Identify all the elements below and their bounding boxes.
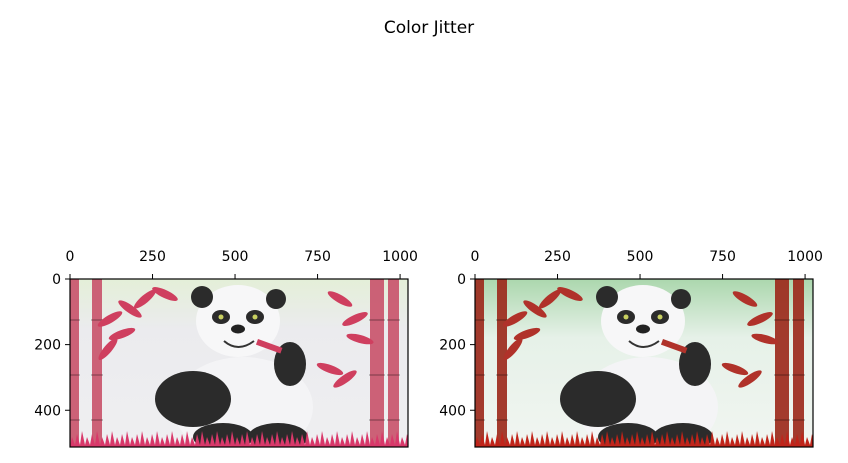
x-tick-label: 250 xyxy=(544,249,571,265)
bamboo-leaf xyxy=(333,370,357,388)
left-axes-frame xyxy=(69,278,409,448)
bamboo-leaf xyxy=(513,327,541,341)
x-tick-label: 1000 xyxy=(787,249,823,265)
bamboo-leaf xyxy=(346,333,374,345)
x-tick-label: 250 xyxy=(139,249,166,265)
x-tick-label: 0 xyxy=(66,249,75,265)
bamboo-leaf xyxy=(503,337,523,361)
bamboo-stalk xyxy=(475,279,484,447)
x-tick-label: 750 xyxy=(304,249,331,265)
grass xyxy=(475,431,813,447)
bamboo-leaf xyxy=(133,289,157,309)
figure-title: Color Jitter xyxy=(384,18,474,38)
bamboo-stalk xyxy=(70,279,79,447)
panda xyxy=(155,285,313,447)
bamboo-leaf xyxy=(118,300,142,318)
bamboo-stalk xyxy=(775,279,789,447)
y-tick-label: 200 xyxy=(34,338,61,354)
image-panel-right: 0 250 500 750 1000 0 200 400 xyxy=(439,249,823,448)
right-axes-frame xyxy=(474,278,814,448)
y-tick-label: 400 xyxy=(34,403,61,419)
bamboo-stalk xyxy=(92,279,102,447)
right-image xyxy=(475,279,813,447)
bamboo-leaf xyxy=(152,287,178,301)
bamboo-leaf xyxy=(97,311,123,327)
y-tick-label: 400 xyxy=(439,403,466,419)
image-panel-left: 0 250 500 750 1000 0 200 400 xyxy=(34,249,418,448)
x-tick-label: 500 xyxy=(222,249,249,265)
bamboo-stalk xyxy=(370,279,384,447)
x-tick-label: 750 xyxy=(709,249,736,265)
bamboo-leaf xyxy=(316,362,344,376)
bamboo-stalk xyxy=(497,279,507,447)
bamboo-leaf xyxy=(98,337,118,361)
bamboo-leaf xyxy=(502,311,528,327)
bamboo-leaf xyxy=(751,333,779,345)
grass xyxy=(70,431,408,447)
bamboo-leaf xyxy=(557,287,583,301)
bamboo-leaf xyxy=(342,312,368,326)
bamboo-leaf xyxy=(738,370,762,388)
x-tick-label: 500 xyxy=(627,249,654,265)
bamboo-stalk xyxy=(388,279,399,447)
x-tick-label: 0 xyxy=(471,249,480,265)
bamboo-leaf xyxy=(732,291,758,307)
x-tick-label: 1000 xyxy=(382,249,418,265)
y-tick-label: 0 xyxy=(457,272,466,288)
bamboo-leaf xyxy=(538,289,562,309)
y-tick-label: 0 xyxy=(52,272,61,288)
bamboo-stalk xyxy=(793,279,804,447)
bamboo-leaf xyxy=(523,300,547,318)
bamboo-leaf xyxy=(108,327,136,341)
left-image xyxy=(70,279,408,447)
bamboo-leaf xyxy=(747,312,773,326)
bamboo-leaf xyxy=(721,362,749,376)
y-tick-label: 200 xyxy=(439,338,466,354)
bamboo-leaf xyxy=(327,291,353,307)
